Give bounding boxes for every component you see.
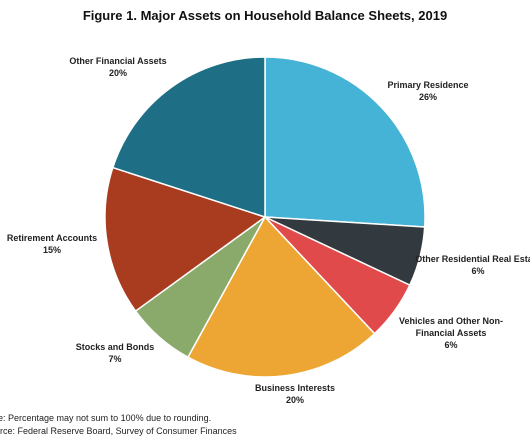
chart-title: Figure 1. Major Assets on Household Bala…: [83, 8, 447, 23]
slice-label-business-interests: Business Interests 20%: [255, 383, 335, 405]
slice-labels: Primary Residence 26% Other Residential Re…: [7, 56, 530, 405]
pie-slices: [104, 56, 426, 378]
pie-slice-business-interests: [186, 215, 376, 378]
chart-source: Source: Federal Reserve Board, Survey of…: [0, 426, 237, 436]
slice-label-vehicles-and-other-non-financial-assets: Vehicles and Other Non-Financial Assets 6…: [399, 316, 503, 350]
chart-note: Note: Percentage may not sum to 100% due…: [0, 413, 211, 423]
pie-slice-other-financial-assets: [111, 56, 266, 219]
slice-label-retirement-accounts: Retirement Accounts 15%: [7, 233, 97, 255]
pie-slice-primary-residence: [264, 56, 426, 228]
slice-label-stocks-and-bonds: Stocks and Bonds 7%: [76, 342, 155, 364]
slice-label-primary-residence: Primary Residence 26%: [387, 80, 468, 102]
slice-label-other-residential-real-estate: Other Residential Real Estate 6%: [415, 254, 530, 276]
pie-slice-retirement-accounts: [104, 166, 267, 313]
slice-label-other-financial-assets: Other Financial Assets 20%: [69, 56, 166, 78]
